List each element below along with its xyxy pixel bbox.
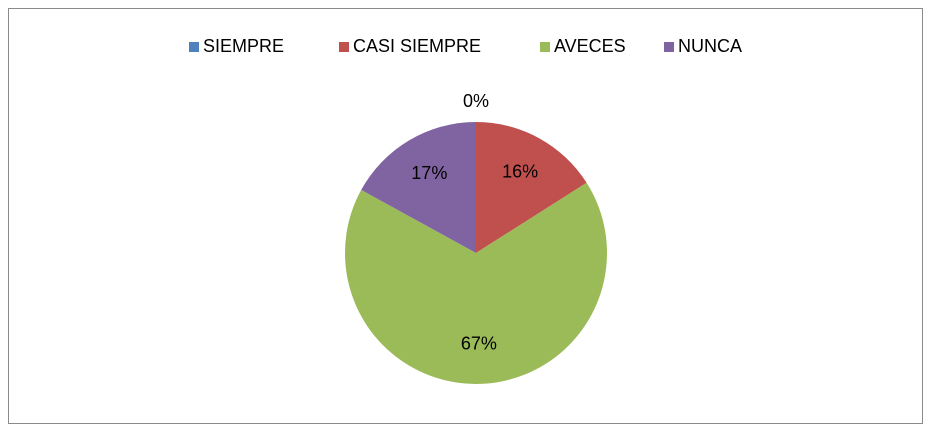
legend-swatch [540,42,550,52]
data-label: 16% [502,161,538,181]
pie-slice [345,182,607,384]
legend-swatch [664,42,674,52]
legend-label: NUNCA [678,36,742,56]
data-label: 67% [461,333,497,353]
data-label: 0% [463,91,489,111]
pie-slice [476,122,587,253]
legend-label: SIEMPRE [203,36,284,56]
pie-slice [361,122,476,253]
legend-label: CASI SIEMPRE [353,36,481,56]
data-label: 17% [411,163,447,183]
legend-swatch [339,42,349,52]
legend-swatch [189,42,199,52]
legend-label: AVECES [554,36,626,56]
